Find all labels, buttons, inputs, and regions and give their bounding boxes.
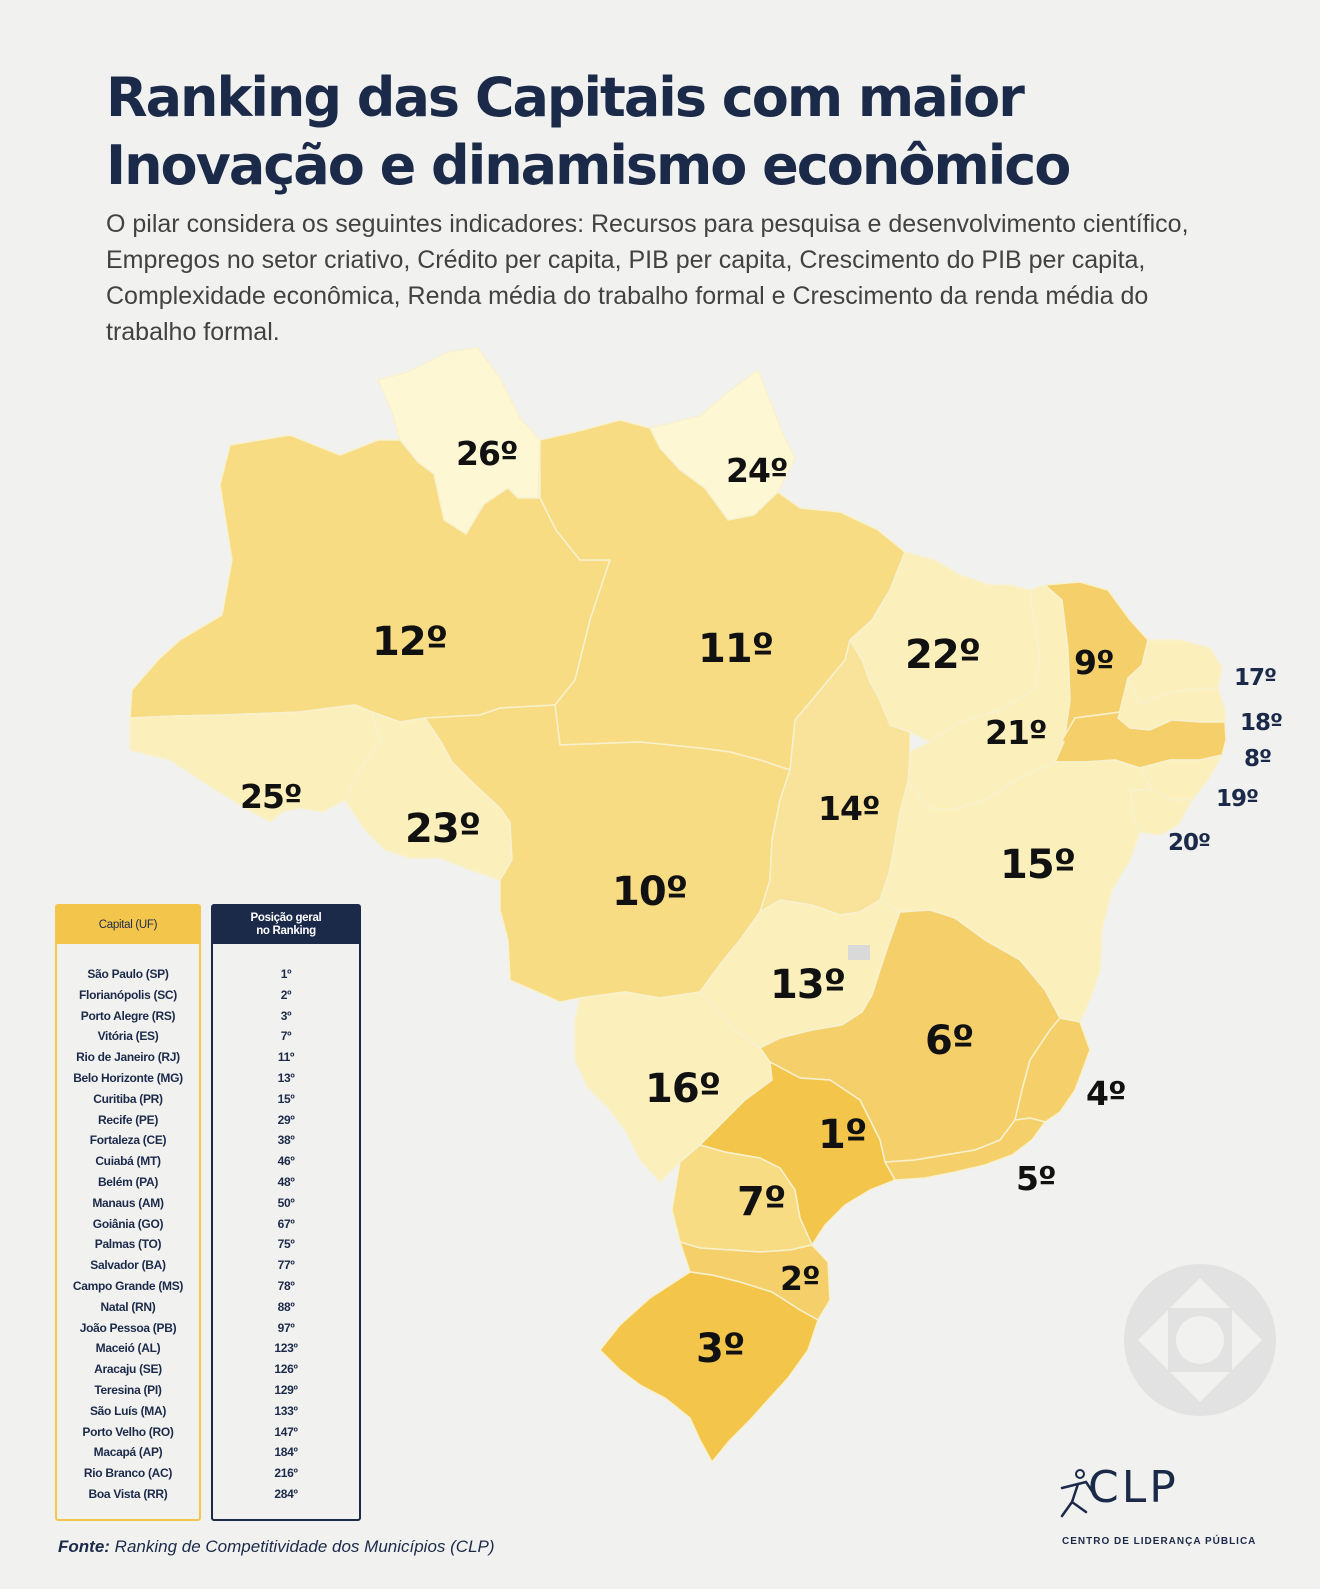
table-row-capital: Natal (RN) xyxy=(100,1299,156,1314)
map-label-sc: 2º xyxy=(780,1259,820,1298)
page-title: Ranking das Capitais com maior Inovação … xyxy=(106,66,1071,197)
map-label-pa: 11º xyxy=(698,626,773,672)
table-row-position: 2º xyxy=(280,987,292,1002)
clp-logo-subtitle: CENTRO DE LIDERANÇA PÚBLICA xyxy=(1062,1536,1257,1547)
table-row-position: 50º xyxy=(277,1195,295,1210)
table-position-list: 1º 2º 3º 7º 11º 13º 15º 29º 38º 46º 48º 50º 67º 75º 77… xyxy=(213,964,359,1505)
table-row-capital: Fortaleza (CE) xyxy=(89,1133,167,1148)
table-row-position: 133º xyxy=(274,1403,298,1418)
clp-watermark-icon xyxy=(1124,1264,1276,1416)
table-row-capital: Manaus (AM) xyxy=(92,1195,164,1210)
table-row-position: 29º xyxy=(277,1112,295,1127)
map-label-ma: 22º xyxy=(905,632,980,678)
table-row-capital: Boa Vista (RR) xyxy=(88,1486,168,1501)
map-label-ce: 9º xyxy=(1074,643,1114,682)
table-row-capital: Macapá (AP) xyxy=(93,1445,163,1460)
table-row-position: 147º xyxy=(274,1424,298,1439)
table-row-position: 88º xyxy=(277,1299,295,1314)
table-row-capital: Curitiba (PR) xyxy=(93,1091,163,1106)
map-label-se: 20º xyxy=(1168,830,1210,856)
table-row-position: 129º xyxy=(274,1382,298,1397)
table-row-capital: Goiânia (GO) xyxy=(92,1216,164,1231)
map-label-ba: 15º xyxy=(1000,842,1075,888)
table-row-capital: Belo Horizonte (MG) xyxy=(73,1070,183,1085)
table-row-position: 67º xyxy=(277,1216,295,1231)
map-label-rr: 26º xyxy=(456,434,518,473)
table-row-position: 13º xyxy=(277,1070,295,1085)
table-column-capital: Capital (UF) São Paulo (SP) Florianópolis… xyxy=(55,904,201,1521)
map-label-am: 12º xyxy=(372,619,447,665)
table-row-capital: Cuiabá (MT) xyxy=(95,1154,161,1169)
table-row-capital: João Pessoa (PB) xyxy=(79,1320,177,1335)
map-label-mg: 6º xyxy=(925,1018,973,1064)
table-row-position: 38º xyxy=(277,1133,295,1148)
table-row-capital: Vitória (ES) xyxy=(97,1029,159,1044)
table-row-capital: Maceió (AL) xyxy=(95,1341,161,1356)
table-row-capital: São Luís (MA) xyxy=(89,1403,167,1418)
map-label-pe: 8º xyxy=(1244,746,1271,772)
map-label-rs: 3º xyxy=(696,1326,744,1372)
table-row-capital: Rio de Janeiro (RJ) xyxy=(76,1050,180,1065)
table-row-position: 284º xyxy=(274,1486,298,1501)
table-row-capital: Salvador (BA) xyxy=(90,1258,166,1273)
map-label-to: 14º xyxy=(818,789,880,828)
table-row-position: 97º xyxy=(277,1320,295,1335)
map-label-ap: 24º xyxy=(726,451,788,490)
table-row-position: 11º xyxy=(277,1050,295,1065)
table-row-position: 216º xyxy=(274,1466,298,1481)
map-label-pi: 21º xyxy=(985,713,1047,752)
table-row-position: 1º xyxy=(280,967,292,981)
table-row-position: 123º xyxy=(274,1341,298,1356)
table-row-capital: Porto Alegre (RS) xyxy=(80,1008,176,1023)
source-label: Fonte: xyxy=(58,1537,110,1556)
table-row-capital: Recife (PE) xyxy=(97,1112,159,1127)
table-row-capital: Palmas (TO) xyxy=(94,1237,162,1252)
map-label-al: 19º xyxy=(1216,786,1258,812)
table-row-capital: Florianópolis (SC) xyxy=(79,987,177,1002)
table-row-position: 75º xyxy=(277,1237,295,1252)
state-rs xyxy=(599,1271,819,1463)
table-capital-list: São Paulo (SP) Florianópolis (SC) Porto Al… xyxy=(57,964,199,1505)
table-row-position: 78º xyxy=(277,1278,295,1293)
table-row-position: 77º xyxy=(277,1258,295,1273)
state-rj xyxy=(884,1117,1046,1181)
map-label-ro: 23º xyxy=(405,806,480,852)
table-row-capital: Aracaju (SE) xyxy=(94,1362,162,1377)
table-row-position: 48º xyxy=(277,1174,295,1189)
table-row-position: 7º xyxy=(280,1029,292,1044)
clp-logo-text: CLP xyxy=(1088,1462,1179,1513)
map-label-sp: 1º xyxy=(818,1112,866,1158)
table-row-capital: Rio Branco (AC) xyxy=(83,1466,173,1481)
table-header-capital: Capital (UF) xyxy=(57,906,199,944)
table-row-capital: São Paulo (SP) xyxy=(87,967,169,981)
table-header-position: Posição geral no Ranking xyxy=(213,906,359,944)
table-column-position: Posição geral no Ranking 1º 2º 3º 7º 11º 13º 1… xyxy=(211,904,361,1521)
map-label-mt: 10º xyxy=(612,869,687,915)
table-row-position: 126º xyxy=(274,1362,298,1377)
table-row-capital: Teresina (PI) xyxy=(94,1382,162,1397)
map-label-pr: 7º xyxy=(737,1179,785,1225)
table-row-capital: Porto Velho (RO) xyxy=(82,1424,174,1439)
map-label-ac: 25º xyxy=(240,777,302,816)
map-label-rn: 17º xyxy=(1234,665,1276,691)
table-row-position: 184º xyxy=(274,1445,298,1460)
map-label-rj: 5º xyxy=(1016,1159,1056,1198)
source-note: Fonte: Ranking de Competitividade dos Mu… xyxy=(58,1537,495,1557)
clp-logo-figure-icon xyxy=(1060,1469,1096,1518)
map-label-pb: 18º xyxy=(1240,710,1282,736)
state-df xyxy=(848,945,870,960)
clp-logo: CLP CENTRO DE LIDERANÇA PÚBLICA xyxy=(1058,1462,1258,1548)
table-row-position: 46º xyxy=(277,1154,295,1169)
map-label-go: 13º xyxy=(770,962,845,1008)
table-row-position: 15º xyxy=(277,1091,295,1106)
table-row-capital: Campo Grande (MS) xyxy=(72,1278,184,1293)
map-label-es: 4º xyxy=(1086,1074,1126,1113)
table-row-position: 3º xyxy=(280,1008,292,1023)
page-subtitle: O pilar considera os seguintes indicador… xyxy=(106,210,1189,346)
table-row-capital: Belém (PA) xyxy=(97,1174,159,1189)
source-text: Ranking de Competitividade dos Município… xyxy=(114,1537,495,1556)
map-label-ms: 16º xyxy=(645,1066,720,1112)
